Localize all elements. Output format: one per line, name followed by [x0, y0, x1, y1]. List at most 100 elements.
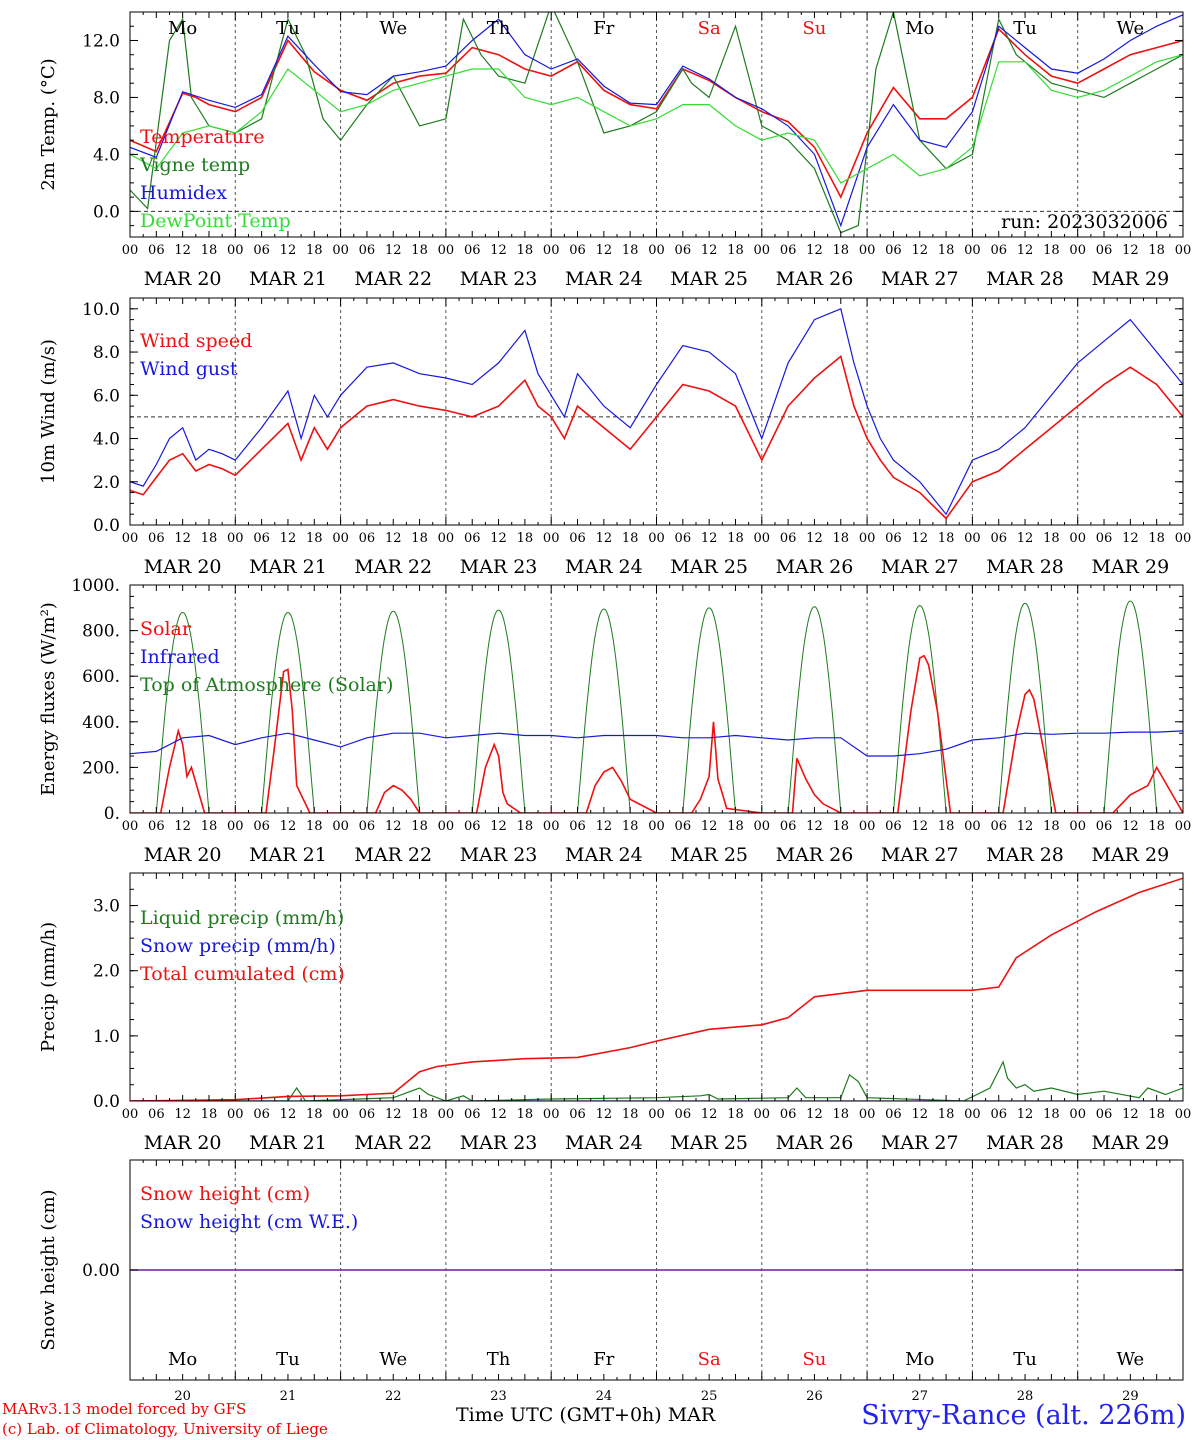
hour-tick-label: 12	[1017, 243, 1034, 258]
legend-entry: Solar	[140, 618, 192, 640]
day-name-label: Su	[802, 1349, 826, 1370]
hour-tick-label: 18	[833, 531, 850, 546]
day-name-label: Th	[487, 1349, 511, 1370]
toa-solar-arc	[577, 608, 631, 813]
hour-tick-label: 12	[701, 819, 718, 834]
hour-tick-label: 06	[780, 1107, 797, 1122]
day-axis-label: MAR 24	[565, 1132, 643, 1154]
y-tick-label: 0.0	[93, 202, 120, 222]
hour-tick-label: 06	[1096, 1107, 1113, 1122]
hour-tick-label: 18	[201, 1107, 218, 1122]
toa-solar-arc	[155, 611, 210, 813]
day-axis-label: MAR 20	[144, 1132, 222, 1154]
hour-tick-label: 00	[964, 1107, 981, 1122]
series-group	[130, 600, 1183, 813]
hour-tick-label: 12	[385, 531, 402, 546]
hour-tick-label: 00	[227, 1107, 244, 1122]
series-line-infrared	[130, 730, 1183, 757]
day-axis-label: MAR 27	[881, 1132, 959, 1154]
day-axis-label: MAR 22	[354, 1132, 432, 1154]
y-tick-label: 2.0	[93, 473, 120, 493]
day-name-label: Mo	[905, 18, 934, 39]
hour-tick-label: 18	[201, 819, 218, 834]
hour-tick-label: 12	[596, 1107, 613, 1122]
day-number-label: 28	[1017, 1389, 1034, 1404]
hour-tick-label: 00	[754, 819, 771, 834]
day-axis-label: MAR 20	[144, 844, 222, 866]
panel-5: 0.00 Snow height (cm) Snow height (cm) Snow…	[38, 1159, 1184, 1404]
day-name-label: Sa	[698, 18, 721, 39]
hour-tick-label: 18	[833, 819, 850, 834]
hour-tick-label: 12	[1122, 531, 1139, 546]
day-axis-label: MAR 28	[986, 268, 1064, 290]
hour-tick-label: 00	[332, 819, 349, 834]
hour-tick-label: 12	[806, 243, 823, 258]
day-axis-label: MAR 27	[881, 268, 959, 290]
hour-tick-label: 00	[648, 1107, 665, 1122]
hour-tick-label: 06	[780, 531, 797, 546]
hour-tick-label: 18	[1148, 819, 1165, 834]
day-axis-label: MAR 25	[670, 844, 748, 866]
hour-tick-label: 06	[464, 531, 481, 546]
panel-2: 0.0 2.0 4.0 6.0 8.0 10.0 10m Wind (m/s) 00 06 12 1…	[38, 297, 1191, 578]
hour-tick-label: 06	[253, 1107, 270, 1122]
hour-tick-label: 00	[964, 243, 981, 258]
y-tick-label: 4.0	[93, 145, 120, 165]
y-tick-label: 10.0	[82, 300, 120, 320]
hour-tick-label: 00	[1069, 819, 1086, 834]
hour-tick-label: 06	[569, 819, 586, 834]
day-axis-label: MAR 28	[986, 1132, 1064, 1154]
day-name-label: Fr	[593, 18, 614, 39]
hour-tick-label: 12	[1017, 531, 1034, 546]
day-axis-label: MAR 24	[565, 268, 643, 290]
y-tick-label: 600.	[82, 667, 120, 687]
hour-tick-label: 12	[1122, 243, 1139, 258]
hour-tick-label: 06	[885, 243, 902, 258]
hour-tick-label: 12	[490, 1107, 507, 1122]
hour-tick-label: 12	[174, 243, 191, 258]
y-tick-label: 8.0	[93, 88, 120, 108]
hour-tick-label: 00	[227, 243, 244, 258]
hour-tick-label: 06	[359, 819, 376, 834]
hour-tick-label: 00	[648, 243, 665, 258]
hour-tick-label: 06	[780, 243, 797, 258]
hour-tick-label: 06	[569, 243, 586, 258]
hour-tick-label: 18	[411, 243, 428, 258]
y-tick-label: 0.00	[82, 1261, 120, 1281]
hour-tick-label: 00	[859, 819, 876, 834]
day-name-label: Tu	[276, 1349, 300, 1370]
day-axis-label: MAR 22	[354, 556, 432, 578]
day-name-label: Tu	[1013, 1349, 1037, 1370]
hour-tick-label: 18	[727, 243, 744, 258]
hour-tick-label: 00	[1069, 1107, 1086, 1122]
hour-tick-label: 18	[1043, 819, 1060, 834]
day-name-label: We	[379, 1349, 407, 1370]
y-tick-label: 0.	[104, 804, 120, 824]
hour-tick-label: 18	[517, 819, 534, 834]
hour-tick-label: 06	[675, 819, 692, 834]
day-number-label: 21	[280, 1389, 297, 1404]
series-group	[130, 877, 1183, 1101]
location-title: Sivry-Rance (alt. 226m)	[861, 1400, 1186, 1431]
hour-tick-label: 00	[964, 819, 981, 834]
day-axis-label: MAR 29	[1091, 1132, 1169, 1154]
copyright-credit: (c) Lab. of Climatology, University of L…	[2, 1420, 328, 1438]
hour-tick-label: 06	[885, 531, 902, 546]
hour-tick-label: 18	[306, 1107, 323, 1122]
hour-tick-label: 18	[306, 819, 323, 834]
hour-tick-label: 12	[701, 1107, 718, 1122]
day-number-label: 27	[911, 1389, 928, 1404]
hour-tick-label: 12	[596, 531, 613, 546]
hour-tick-label: 12	[911, 819, 928, 834]
hour-tick-label: 00	[543, 531, 560, 546]
hour-tick-label: 12	[280, 819, 297, 834]
day-name-label: Sa	[698, 1349, 721, 1370]
hour-tick-label: 12	[385, 819, 402, 834]
hour-tick-label: 00	[332, 1107, 349, 1122]
hour-tick-label: 00	[754, 531, 771, 546]
day-axis-label: MAR 25	[670, 556, 748, 578]
legend-entry: Total cumulated (cm)	[140, 963, 345, 985]
hour-tick-label: 06	[675, 243, 692, 258]
hour-tick-label: 18	[622, 531, 639, 546]
hour-tick-label: 06	[253, 819, 270, 834]
